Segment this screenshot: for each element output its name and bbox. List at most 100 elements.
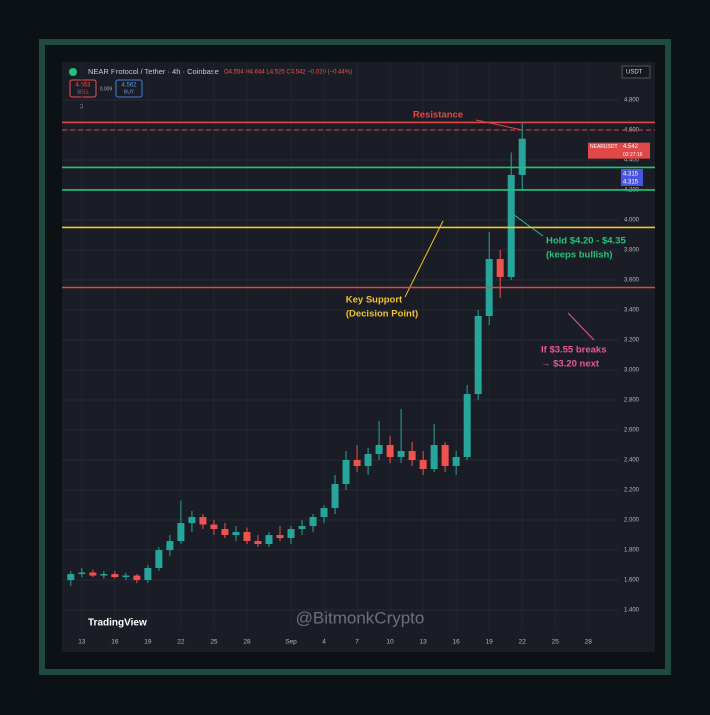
price-tag-box — [588, 142, 650, 159]
candle-body — [375, 445, 383, 455]
x-tick-label: 4 — [322, 639, 326, 646]
y-tick-label: 2.000 — [624, 518, 640, 524]
x-tick-label: 16 — [453, 639, 461, 646]
candle-body — [287, 529, 295, 539]
annotation: (Decision Point) — [346, 309, 418, 320]
candle-body — [452, 457, 460, 467]
candle-body — [89, 572, 97, 576]
arrow — [509, 211, 544, 237]
sell-button[interactable] — [69, 79, 97, 98]
candle-body — [111, 574, 119, 578]
y-tick-label: 1.800 — [624, 548, 640, 554]
candle-body — [320, 508, 328, 518]
y-tick-label: 1.600 — [624, 578, 640, 584]
price-tag: NEARUSDT — [590, 144, 618, 150]
candle-body — [155, 550, 163, 569]
annotation: → $3.20 next — [541, 359, 600, 370]
ohlc: O4.554 H4.644 L4.525 C4.542 −0.020 (−0.4… — [224, 70, 352, 76]
y-tick-label: 3.200 — [624, 338, 640, 344]
symbol: NEAR Protocol / Tether · 4h · Coinbase — [88, 67, 219, 76]
candle-body — [166, 541, 174, 551]
branding: TradingView — [88, 618, 147, 629]
x-tick-label: 10 — [386, 639, 394, 646]
candle-body — [331, 484, 339, 509]
candle-body — [265, 535, 273, 545]
candle-body — [298, 526, 306, 530]
candle-body — [122, 575, 130, 578]
x-tick-label: Sep — [285, 639, 297, 646]
x-tick-label: 25 — [210, 639, 218, 646]
y-tick-label: 2.600 — [624, 428, 640, 434]
x-tick-label: 28 — [243, 639, 251, 646]
x-tick-label: 25 — [552, 639, 560, 646]
y-tick-label: 2.400 — [624, 458, 640, 464]
candle-body — [353, 460, 361, 467]
candle-body — [243, 532, 251, 542]
y-tick-label: 3.000 — [624, 368, 640, 374]
y-tick-label: 3.600 — [624, 278, 640, 284]
candle-body — [133, 575, 141, 581]
candle-body — [408, 451, 416, 461]
x-tick-label: 13 — [78, 639, 86, 646]
arrow — [404, 220, 444, 298]
candle-body — [177, 523, 185, 542]
candle-body — [254, 541, 262, 545]
y-tick-label: 4.400 — [624, 158, 640, 164]
annotation: (keeps bullish) — [546, 250, 613, 261]
symbol-icon — [69, 68, 77, 76]
candle-body — [364, 454, 372, 467]
candle-body — [441, 445, 449, 467]
candle-body — [419, 460, 427, 470]
arrow — [567, 312, 595, 341]
currency: USDT — [626, 70, 643, 76]
annotation: Key Support — [346, 295, 403, 306]
buy-label: BUY — [124, 89, 135, 95]
x-tick-label: 22 — [177, 639, 185, 646]
x-tick-label: 13 — [420, 639, 428, 646]
x-tick-label: 22 — [519, 639, 527, 646]
candle-body — [210, 524, 218, 530]
annotation: If $3.55 breaks — [541, 345, 607, 356]
candle-body — [78, 572, 86, 575]
x-tick-label: 7 — [355, 639, 359, 646]
x-tick-label: 16 — [111, 639, 119, 646]
candle-body — [474, 315, 482, 395]
y-tick-label: 1.400 — [624, 608, 640, 614]
y-tick-label: 2.800 — [624, 398, 640, 404]
x-tick-label: 19 — [486, 639, 494, 646]
candle-body — [67, 574, 75, 581]
candle-body — [309, 517, 317, 527]
candle-body — [276, 535, 284, 539]
buy-button[interactable] — [115, 79, 143, 98]
price-tag: 4.542 — [623, 144, 639, 150]
candle-body — [496, 258, 504, 277]
spread: 0.009 — [100, 86, 113, 92]
candle-body — [463, 394, 471, 458]
price-tag: 4.315 — [623, 172, 639, 178]
currency-box[interactable] — [621, 65, 651, 79]
candle-body — [144, 568, 152, 581]
price-tag: 02:27:16 — [623, 152, 643, 158]
candle-body — [232, 532, 240, 536]
y-tick-label: 3.400 — [624, 308, 640, 314]
candle-body — [342, 460, 350, 485]
annotation: Hold $4.20 - $4.35 — [546, 236, 626, 247]
price-tag: 4.315 — [623, 180, 639, 186]
x-tick-label: 28 — [585, 639, 593, 646]
candle-body — [100, 574, 108, 576]
candle-body — [386, 445, 394, 458]
candle-body — [518, 138, 526, 175]
sell-price: 4.553 — [75, 83, 91, 89]
candle-body — [397, 451, 405, 458]
annotation: Resistance — [413, 110, 463, 121]
y-tick-label: 2.200 — [624, 488, 640, 494]
y-tick-label: 4.800 — [624, 98, 640, 104]
y-tick-label: 4.000 — [624, 218, 640, 224]
candle-body — [430, 445, 438, 470]
buy-price: 4.562 — [121, 83, 137, 89]
y-tick-label: 4.600 — [624, 128, 640, 134]
frame — [39, 39, 671, 675]
candle-body — [507, 174, 515, 277]
